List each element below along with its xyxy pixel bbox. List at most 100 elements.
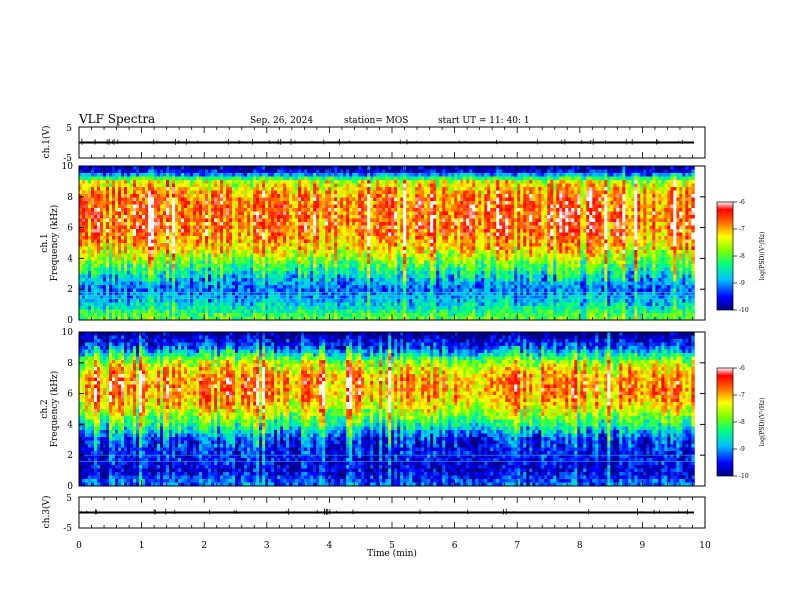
- spectrogram-cell: [106, 208, 110, 212]
- spectrogram-cell: [157, 285, 161, 289]
- spectrogram-cell: [310, 232, 314, 237]
- spectrogram-cell: [334, 225, 338, 230]
- spectrogram-cell: [163, 229, 167, 233]
- spectrogram-cell: [361, 236, 365, 240]
- spectrogram-cell: [163, 194, 167, 198]
- spectrogram-cell: [397, 250, 401, 254]
- spectrogram-cell: [388, 281, 392, 286]
- spectrogram-cell: [115, 313, 119, 317]
- spectrogram-cell: [373, 292, 377, 296]
- spectrogram-cell: [376, 250, 380, 254]
- spectrogram-cell: [202, 264, 206, 268]
- spectrogram-cell: [202, 246, 206, 251]
- spectrogram-cell: [253, 190, 257, 195]
- spectrogram-cell: [370, 271, 374, 275]
- spectrogram-cell: [337, 183, 341, 188]
- spectrogram-cell: [187, 190, 191, 195]
- spectrogram-cell: [307, 271, 311, 275]
- spectrogram-cell: [238, 306, 242, 310]
- spectrogram-cell: [322, 169, 326, 174]
- spectrogram-cell: [97, 176, 101, 181]
- spectrogram-cell: [217, 295, 221, 300]
- spectrogram-cell: [151, 309, 155, 314]
- spectrogram-cell: [319, 169, 323, 174]
- spectrogram-cell: [364, 176, 368, 181]
- spectrogram-cell: [328, 274, 332, 279]
- spectrogram-cell: [223, 313, 227, 317]
- spectrogram-cell: [232, 201, 236, 205]
- spectrogram-cell: [325, 204, 329, 209]
- spectrogram-cell: [175, 281, 179, 286]
- spectrogram-cell: [391, 267, 395, 272]
- spectrogram-cell: [364, 166, 368, 170]
- spectrogram-cell: [343, 285, 347, 289]
- spectrogram-cell: [406, 236, 410, 240]
- spectrogram-cell: [298, 295, 302, 300]
- spectrogram-cell: [337, 215, 341, 219]
- spectrogram-cell: [202, 225, 206, 230]
- spectrogram-cell: [355, 264, 359, 268]
- spectrogram-cell: [193, 204, 197, 209]
- spectrogram-cell: [385, 299, 389, 303]
- spectrogram-cell: [265, 295, 269, 300]
- spectrogram-cell: [271, 222, 275, 226]
- spectrogram-cell: [262, 194, 266, 198]
- spectrogram-cell: [388, 292, 392, 296]
- spectrogram-cell: [139, 288, 143, 293]
- spectrogram-cell: [337, 204, 341, 209]
- spectrogram-cell: [220, 166, 224, 170]
- spectrogram-cell: [391, 211, 395, 216]
- spectrogram-cell: [187, 281, 191, 286]
- spectrogram-cell: [214, 243, 218, 247]
- spectrogram-cell: [106, 229, 110, 233]
- spectrogram-cell: [346, 285, 350, 289]
- spectrogram-cell: [283, 236, 287, 240]
- spectrogram-cell: [112, 302, 116, 307]
- spectrogram-cell: [277, 211, 281, 216]
- spectrogram-cell: [211, 316, 215, 321]
- spectrogram-cell: [220, 194, 224, 198]
- spectrogram-cell: [226, 236, 230, 240]
- spectrogram-cell: [271, 306, 275, 310]
- spectrogram-cell: [274, 295, 278, 300]
- spectrogram-cell: [118, 215, 122, 219]
- spectrogram-cell: [190, 302, 194, 307]
- spectrogram-cell: [130, 208, 134, 212]
- spectrogram-cell: [316, 246, 320, 251]
- spectrogram-cell: [340, 313, 344, 317]
- spectrogram-cell: [304, 281, 308, 286]
- spectrogram-cell: [304, 194, 308, 198]
- spectrogram-cell: [136, 299, 140, 303]
- spectrogram-cell: [343, 166, 347, 170]
- spectrogram-cell: [319, 278, 323, 282]
- spectrogram-cell: [184, 197, 188, 202]
- spectrogram-cell: [112, 316, 116, 321]
- spectrogram-cell: [334, 292, 338, 296]
- spectrogram-cell: [340, 306, 344, 310]
- spectrogram-cell: [241, 260, 245, 265]
- spectrogram-cell: [175, 166, 179, 170]
- spectrogram-cell: [367, 187, 371, 191]
- spectrogram-cell: [85, 306, 89, 310]
- spectrogram-cell: [346, 309, 350, 314]
- spectrogram-cell: [394, 302, 398, 307]
- spectrogram-cell: [139, 264, 143, 268]
- spectrogram-cell: [238, 309, 242, 314]
- spectrogram-cell: [154, 211, 158, 216]
- spectrogram-cell: [253, 166, 257, 170]
- spectrogram-cell: [304, 239, 308, 244]
- spectrogram-cell: [94, 239, 98, 244]
- spectrogram-cell: [241, 197, 245, 202]
- spectrogram-cell: [370, 299, 374, 303]
- spectrogram-cell: [352, 208, 356, 212]
- spectrogram-cell: [148, 243, 152, 247]
- spectrogram-cell: [277, 208, 281, 212]
- spectrogram-cell: [142, 257, 146, 261]
- spectrogram-cell: [307, 180, 311, 184]
- spectrogram-cell: [391, 316, 395, 321]
- spectrogram-cell: [121, 173, 125, 177]
- spectrogram-cell: [205, 267, 209, 272]
- spectrogram-cell: [178, 302, 182, 307]
- spectrogram-cell: [91, 285, 95, 289]
- spectrogram-cell: [166, 302, 170, 307]
